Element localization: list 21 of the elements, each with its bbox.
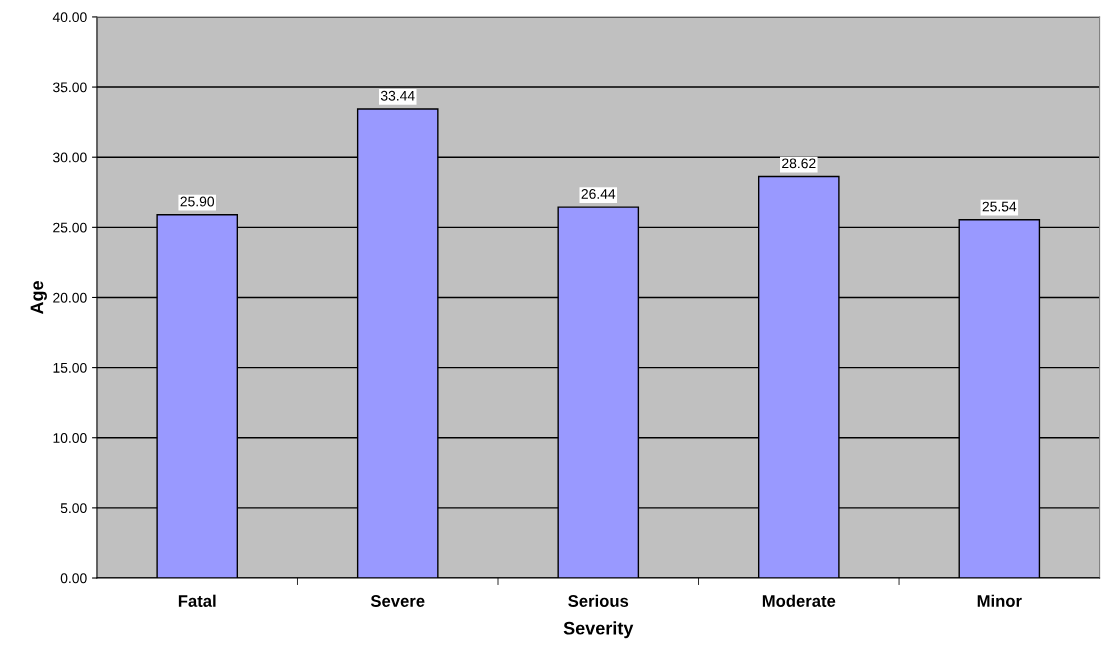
data-label: 25.54: [982, 201, 1017, 212]
x-tick-label: Minor: [977, 594, 1022, 607]
data-label: 28.62: [782, 158, 816, 169]
y-tick-label: 40.00: [52, 12, 87, 23]
y-tick-label: 0.00: [60, 573, 87, 584]
y-tick-label: 30.00: [53, 152, 87, 163]
data-label: 25.90: [180, 196, 215, 207]
y-axis-title: Age: [30, 281, 47, 315]
y-tick-label: 15.00: [53, 362, 87, 373]
x-tick-label: Serious: [568, 594, 629, 607]
y-tick-label: 35.00: [53, 82, 87, 93]
y-tick-label: 10.00: [53, 433, 87, 443]
x-tick-label: Fatal: [178, 594, 216, 607]
x-axis-title: Severity: [563, 621, 634, 639]
x-tick-label: Moderate: [762, 594, 836, 607]
y-tick-label: 25.00: [53, 222, 87, 233]
y-tick-label: 20.00: [53, 292, 87, 303]
data-label: 33.44: [380, 90, 415, 101]
x-tick-label: Severe: [370, 595, 425, 607]
data-label: 26.44: [581, 189, 616, 199]
y-tick-label: 5.00: [60, 503, 87, 514]
